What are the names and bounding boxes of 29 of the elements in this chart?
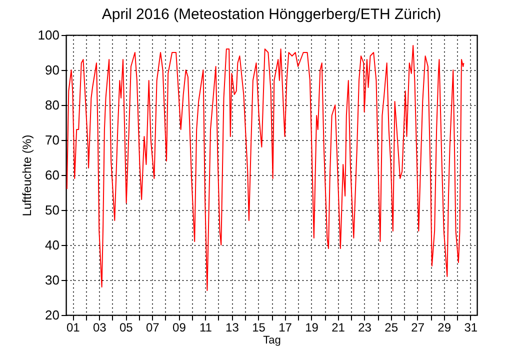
x-tick-label: 15 xyxy=(252,320,266,334)
x-tick-label: 27 xyxy=(411,320,425,334)
y-tick-label: 60 xyxy=(45,168,60,182)
y-tick-label: 40 xyxy=(45,238,60,252)
x-tick-label: 01 xyxy=(66,320,80,334)
x-tick-label: 07 xyxy=(146,320,160,334)
x-tick-label: 21 xyxy=(332,320,346,334)
x-tick-label: 31 xyxy=(464,320,478,334)
y-tick-label: 80 xyxy=(45,98,60,112)
y-axis-title: Luftfeuchte (%) xyxy=(20,134,34,216)
line-series xyxy=(66,45,464,291)
x-tick-label: 23 xyxy=(358,320,372,334)
x-tick-label: 09 xyxy=(172,320,186,334)
x-axis-title: Tag xyxy=(263,334,281,346)
y-tick-label: 90 xyxy=(45,62,60,78)
x-tick-label: 03 xyxy=(92,320,107,334)
x-tick-label: 29 xyxy=(438,320,452,334)
x-tick-label: 19 xyxy=(305,320,319,334)
y-tick-label: 70 xyxy=(45,132,60,148)
x-tick-label: 05 xyxy=(119,320,134,334)
y-tick-label: 30 xyxy=(45,272,60,288)
x-tick-label: 17 xyxy=(278,320,292,334)
x-tick-label: 25 xyxy=(384,320,398,334)
y-tick-label: 20 xyxy=(45,308,60,322)
y-tick-label: 100 xyxy=(38,28,60,42)
y-tick-label: 50 xyxy=(45,202,60,218)
chart-title: April 2016 (Meteostation Hönggerberg/ETH Zürich) xyxy=(102,6,442,23)
x-tick-label: 11 xyxy=(199,320,212,334)
x-tick-label: 13 xyxy=(226,320,240,334)
